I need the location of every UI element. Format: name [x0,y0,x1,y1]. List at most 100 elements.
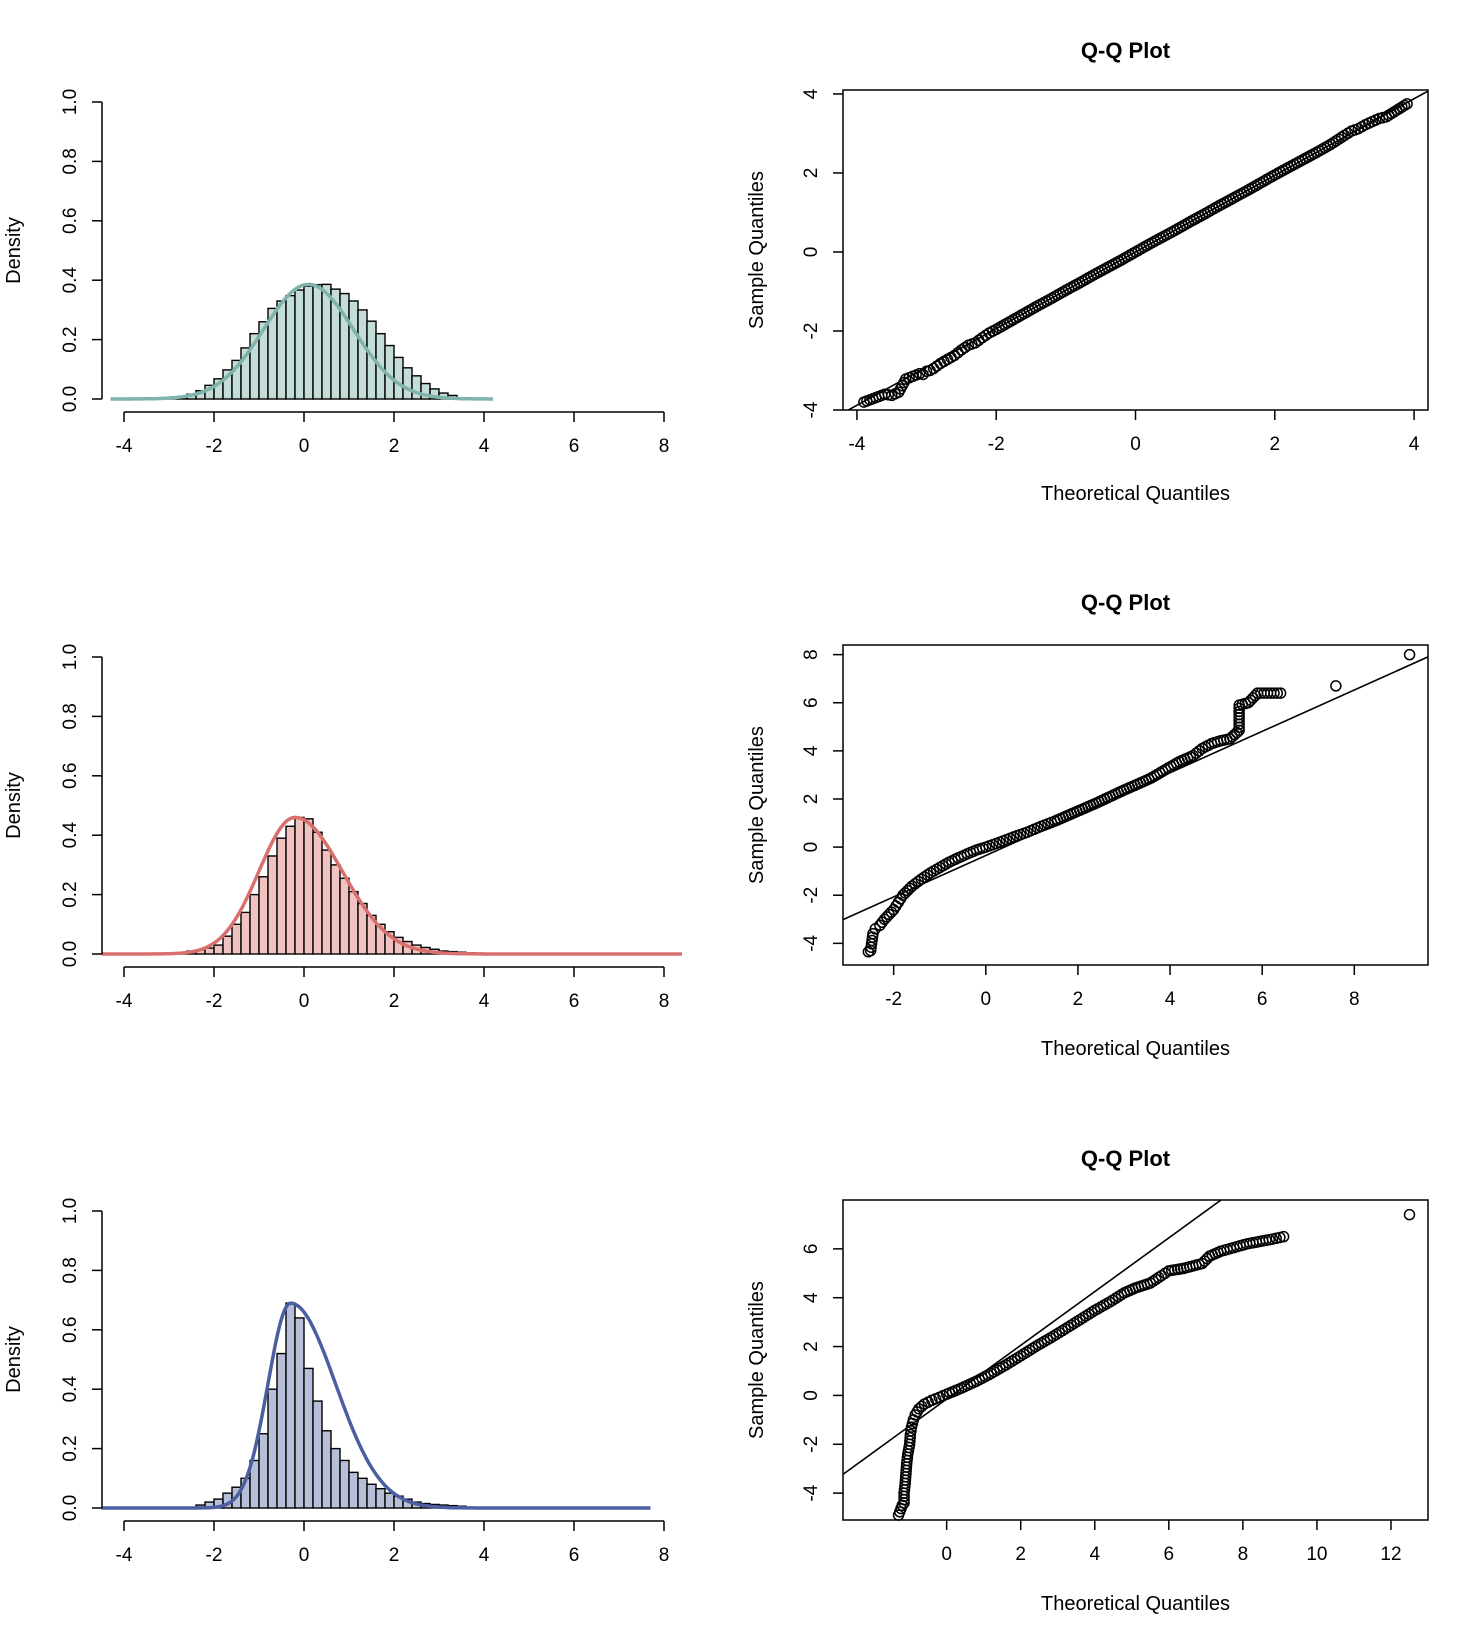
qq2-point [1268,687,1280,699]
qq2-point [921,869,934,881]
hist2-x-tick-label: -2 [206,991,223,1012]
qq2-point [1190,747,1202,760]
hist2-bar [213,944,224,955]
qq1-point [1126,247,1139,260]
hist1-bar [276,300,287,400]
hist3-x-tick-label: -2 [206,1545,223,1566]
qq3-x-tick-label: 4 [1089,1544,1100,1565]
hist3-bar [348,1471,359,1509]
qq1-reference-line [846,90,1428,410]
hist2-density-curve [101,815,682,956]
qq3-xlabel: Theoretical Quantiles [1041,1593,1230,1615]
hist1-density-curve [110,282,494,401]
hist3-y-tick-label: 0.4 [60,1376,81,1403]
hist1-y-tick-label: 0.4 [60,267,81,294]
qq3-point [967,1376,980,1389]
hist1-bar [303,285,314,400]
qq2-y-tick-label: 4 [801,745,822,756]
hist1-x-tick-label: -4 [116,436,133,457]
qq1-x-tick-label: 4 [1409,434,1420,455]
hist3-x-tick-label: 4 [479,1545,490,1566]
hist2-chart: 0.0 0.2 0.4 0.6 0.8 1.0 -4 -2 0 2 4 6 8 Density [3,644,682,1012]
qq1-point [1370,114,1382,126]
qq1-point [1398,99,1411,112]
qq3-x-tick-label: 10 [1306,1544,1327,1565]
hist1-ylabel: Density [3,217,25,284]
qq2-frame [842,644,1429,966]
hist1-bar [285,294,296,400]
qq2-point [1330,680,1342,692]
qq3-reference-line [843,1200,1223,1475]
qq3-point [929,1393,942,1405]
qq2-y-tick-label: -4 [801,934,822,951]
qq3-y-tick-label: 0 [801,1390,822,1401]
hist2-x-tick-label: -4 [116,991,133,1012]
hist1-bar [348,300,359,400]
qq2-y-tick-label: 0 [801,842,822,853]
hist1-bar [321,283,332,400]
qq1-point [1321,140,1334,152]
qq2-x-tick-label: 8 [1349,989,1360,1010]
hist1-bar [411,375,422,400]
hist2-bar [330,864,341,955]
hist3-x-tick-label: 8 [659,1545,670,1566]
hist1-y-tick-label: 0.6 [60,208,81,234]
qq3-point [904,1428,917,1441]
qq2-point [1264,687,1277,699]
hist1-bar [294,289,305,400]
qq2-x-tick-label: 4 [1165,989,1176,1010]
qq2-point [1031,822,1044,834]
qq3-point [922,1396,934,1408]
hist3-density-curve [101,1301,651,1510]
hist1-bar [312,283,323,400]
hist2-x-tick-label: 4 [479,991,490,1012]
qq1-point [1342,127,1354,140]
qq3-title: Q-Q Plot [1081,1146,1171,1171]
hist1-y-tick-label: 0.8 [60,148,81,174]
qq2-point [909,878,921,890]
hist1-x-tick-label: 0 [299,436,310,457]
qq2-point [930,863,943,876]
qq3-point [1193,1258,1205,1271]
hist3-y-tick-label: 0.2 [60,1435,81,1461]
hist2-bar [348,890,359,955]
qq3-y-tick-label: -4 [801,1484,822,1501]
qq2-point [976,842,989,854]
qq1-point [1363,117,1375,129]
qq1-point [986,325,999,337]
hist3-x-tick-label: 0 [299,1545,310,1566]
qq1-x-tick-label: -4 [848,434,865,455]
hist1-y-tick-label: 1.0 [60,89,81,115]
hist3-bar [285,1302,296,1509]
hist1-bar [357,309,368,400]
hist3-x-tick-label: -4 [116,1545,133,1566]
qq1-y-tick-label: 2 [801,168,822,179]
hist3-x-tick-label: 6 [569,1545,580,1566]
qq1-x-tick-label: -2 [988,434,1005,455]
qq1-point [1015,309,1028,321]
qq1-x-tick-label: 2 [1269,434,1280,455]
hist1-x-tick-label: 4 [479,436,490,457]
qq3-point [1012,1351,1024,1364]
qq2-point [1184,751,1197,763]
qq3-frame [842,1199,1429,1521]
qq3-point [1100,1298,1113,1310]
qq2-point [1231,726,1243,739]
qq2-point [1403,648,1416,661]
hist1-bar [402,367,413,400]
hist3-chart: 0.0 0.2 0.4 0.6 0.8 1.0 -4 -2 0 2 4 6 8 Density [3,1198,669,1566]
hist3-bar [303,1367,314,1509]
qq1-point [1333,133,1345,145]
qq1-xlabel: Theoretical Quantiles [1041,483,1230,505]
qq1-y-tick-label: 0 [801,247,822,258]
qq3-y-tick-label: 6 [801,1244,822,1255]
qq2-point [1233,708,1245,721]
hist2-x-tick-label: 6 [569,991,580,1012]
qq2-point [949,853,961,866]
hist3-ylabel: Density [3,1326,25,1393]
qq3-point [982,1369,994,1381]
hist3-y-tick-label: 0.0 [60,1495,81,1521]
qq2-title: Q-Q Plot [1081,590,1171,615]
qq3-point [1403,1208,1416,1221]
qq3-x-tick-label: 12 [1380,1544,1401,1565]
